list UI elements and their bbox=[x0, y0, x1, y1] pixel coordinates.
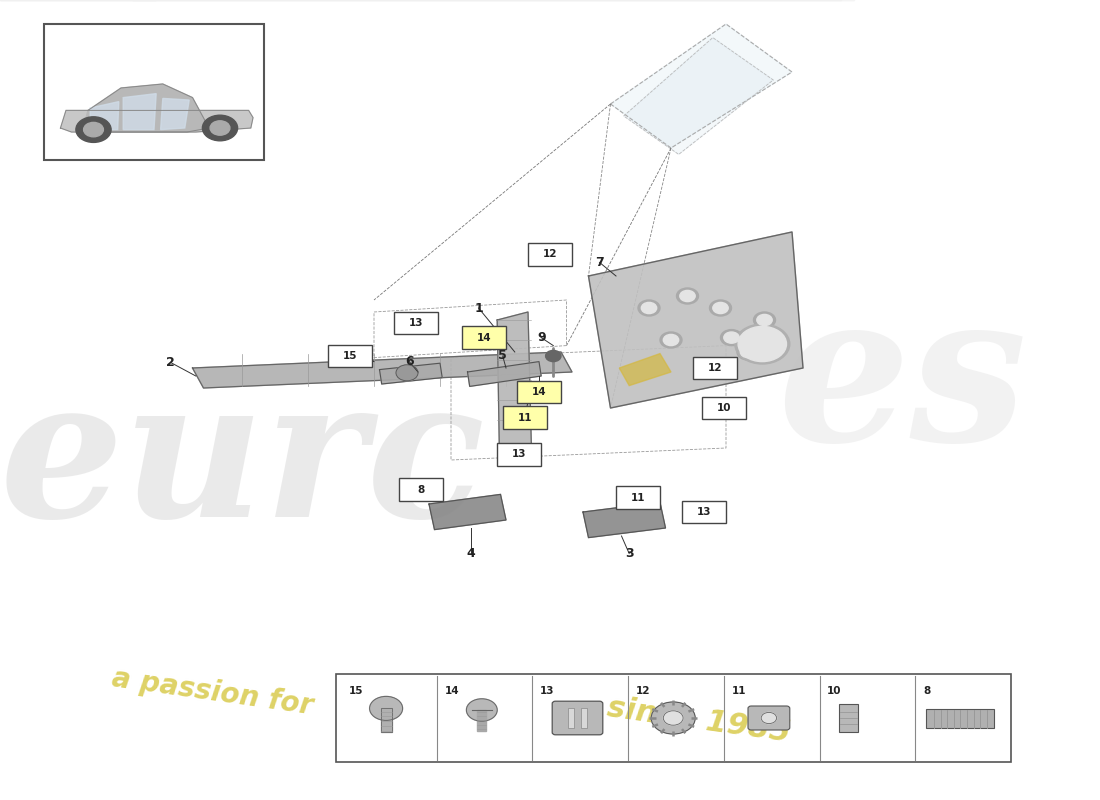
Text: 15: 15 bbox=[342, 351, 358, 361]
FancyBboxPatch shape bbox=[503, 406, 547, 429]
Polygon shape bbox=[90, 102, 119, 130]
Text: 13: 13 bbox=[408, 318, 424, 328]
FancyBboxPatch shape bbox=[328, 345, 372, 367]
Text: 8: 8 bbox=[923, 686, 931, 695]
Polygon shape bbox=[619, 354, 671, 386]
Text: 1: 1 bbox=[474, 302, 483, 314]
FancyBboxPatch shape bbox=[839, 704, 858, 731]
Circle shape bbox=[738, 326, 786, 362]
Circle shape bbox=[546, 350, 561, 362]
Circle shape bbox=[641, 302, 657, 314]
Text: 7: 7 bbox=[595, 256, 604, 269]
FancyBboxPatch shape bbox=[399, 478, 443, 501]
Circle shape bbox=[84, 122, 103, 137]
Text: 4: 4 bbox=[466, 547, 475, 560]
Text: 14: 14 bbox=[444, 686, 459, 695]
Bar bbox=[581, 709, 587, 728]
Circle shape bbox=[676, 288, 698, 304]
Text: 12: 12 bbox=[542, 250, 558, 259]
Text: es: es bbox=[777, 283, 1027, 485]
Circle shape bbox=[202, 115, 238, 141]
Text: 6: 6 bbox=[405, 355, 414, 368]
FancyBboxPatch shape bbox=[702, 397, 746, 419]
Circle shape bbox=[651, 702, 695, 734]
Text: 10: 10 bbox=[827, 686, 842, 695]
Polygon shape bbox=[624, 38, 773, 154]
Bar bbox=[381, 709, 392, 733]
Polygon shape bbox=[468, 362, 541, 386]
Bar bbox=[568, 709, 574, 728]
Text: 11: 11 bbox=[630, 493, 646, 502]
Circle shape bbox=[663, 334, 679, 346]
Circle shape bbox=[754, 312, 776, 328]
Text: 15: 15 bbox=[349, 686, 363, 695]
Circle shape bbox=[466, 699, 497, 722]
FancyBboxPatch shape bbox=[497, 443, 541, 466]
Text: 9: 9 bbox=[537, 331, 546, 344]
Text: 12: 12 bbox=[707, 363, 723, 373]
Polygon shape bbox=[497, 312, 531, 452]
Bar bbox=[477, 710, 486, 731]
Circle shape bbox=[735, 324, 790, 364]
Bar bbox=[381, 709, 392, 733]
FancyBboxPatch shape bbox=[394, 312, 438, 334]
Circle shape bbox=[713, 302, 728, 314]
Circle shape bbox=[759, 340, 781, 356]
Bar bbox=[44, 24, 264, 160]
Polygon shape bbox=[82, 84, 209, 132]
Polygon shape bbox=[610, 24, 792, 148]
Bar bbox=[336, 674, 1011, 762]
Circle shape bbox=[710, 300, 732, 316]
Text: since 1985: since 1985 bbox=[605, 693, 792, 747]
Polygon shape bbox=[192, 352, 572, 388]
Circle shape bbox=[396, 365, 418, 381]
Polygon shape bbox=[123, 94, 156, 130]
Circle shape bbox=[762, 342, 778, 354]
Polygon shape bbox=[379, 363, 442, 384]
Circle shape bbox=[663, 710, 683, 725]
Circle shape bbox=[210, 121, 230, 135]
Polygon shape bbox=[161, 98, 189, 130]
Text: 5: 5 bbox=[498, 350, 507, 362]
Text: 13: 13 bbox=[696, 507, 712, 517]
Circle shape bbox=[638, 300, 660, 316]
Text: 14: 14 bbox=[531, 387, 547, 397]
Circle shape bbox=[757, 314, 772, 326]
Text: 8: 8 bbox=[418, 485, 425, 494]
Circle shape bbox=[370, 696, 403, 720]
Text: 2: 2 bbox=[166, 356, 175, 369]
Polygon shape bbox=[583, 502, 666, 538]
FancyBboxPatch shape bbox=[616, 486, 660, 509]
Text: 10: 10 bbox=[716, 403, 732, 413]
Circle shape bbox=[680, 290, 695, 302]
Text: 13: 13 bbox=[540, 686, 554, 695]
FancyBboxPatch shape bbox=[693, 357, 737, 379]
FancyBboxPatch shape bbox=[462, 326, 506, 349]
Polygon shape bbox=[60, 110, 253, 132]
Polygon shape bbox=[588, 232, 803, 408]
FancyBboxPatch shape bbox=[682, 501, 726, 523]
FancyBboxPatch shape bbox=[517, 381, 561, 403]
Text: 12: 12 bbox=[636, 686, 650, 695]
Circle shape bbox=[740, 346, 756, 358]
Polygon shape bbox=[429, 494, 506, 530]
Circle shape bbox=[76, 117, 111, 142]
Circle shape bbox=[720, 330, 742, 346]
Circle shape bbox=[737, 344, 759, 360]
Text: 14: 14 bbox=[476, 333, 492, 342]
FancyBboxPatch shape bbox=[552, 701, 603, 734]
Text: 11: 11 bbox=[732, 686, 746, 695]
FancyBboxPatch shape bbox=[528, 243, 572, 266]
Text: a passion for: a passion for bbox=[110, 664, 315, 720]
Text: eurc: eurc bbox=[0, 370, 486, 558]
Circle shape bbox=[660, 332, 682, 348]
FancyBboxPatch shape bbox=[748, 706, 790, 730]
FancyBboxPatch shape bbox=[926, 709, 994, 728]
Circle shape bbox=[761, 712, 777, 723]
Text: 3: 3 bbox=[625, 547, 634, 560]
Text: 13: 13 bbox=[512, 450, 527, 459]
Text: 11: 11 bbox=[517, 413, 532, 422]
Circle shape bbox=[724, 332, 739, 343]
